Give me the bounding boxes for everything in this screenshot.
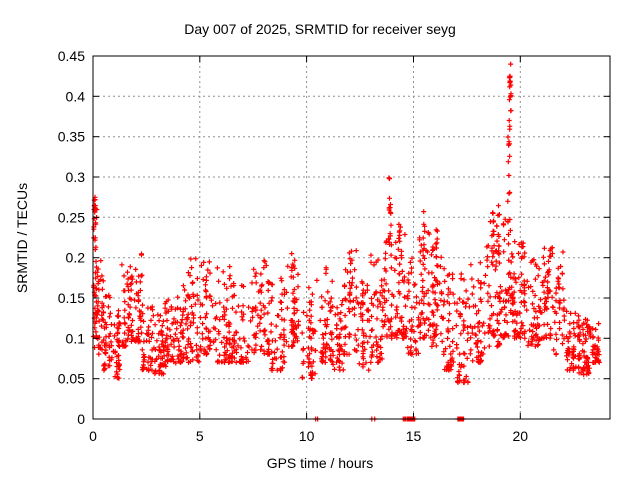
y-tick-label: 0.3 [66, 169, 86, 185]
y-tick-label: 0.2 [66, 250, 86, 266]
y-tick-label: 0.45 [58, 48, 85, 64]
x-tick-label: 0 [89, 428, 97, 444]
y-tick-label: 0.4 [66, 88, 86, 104]
x-tick-label: 5 [196, 428, 204, 444]
x-axis-label: GPS time / hours [266, 455, 374, 471]
x-tick-label: 10 [299, 428, 315, 444]
plot-border [92, 55, 611, 420]
scatter-points [90, 61, 602, 422]
y-tick-label: 0.05 [58, 371, 85, 387]
y-tick-label: 0.25 [58, 209, 85, 225]
chart-title: Day 007 of 2025, SRMTID for receiver sey… [184, 21, 456, 37]
y-tick-label: 0 [77, 411, 85, 427]
x-tick-label: 20 [513, 428, 529, 444]
y-tick-label: 0.35 [58, 129, 85, 145]
x-tick-label: 15 [406, 428, 422, 444]
y-tick-label: 0.15 [58, 290, 85, 306]
y-tick-label: 0.1 [66, 330, 86, 346]
